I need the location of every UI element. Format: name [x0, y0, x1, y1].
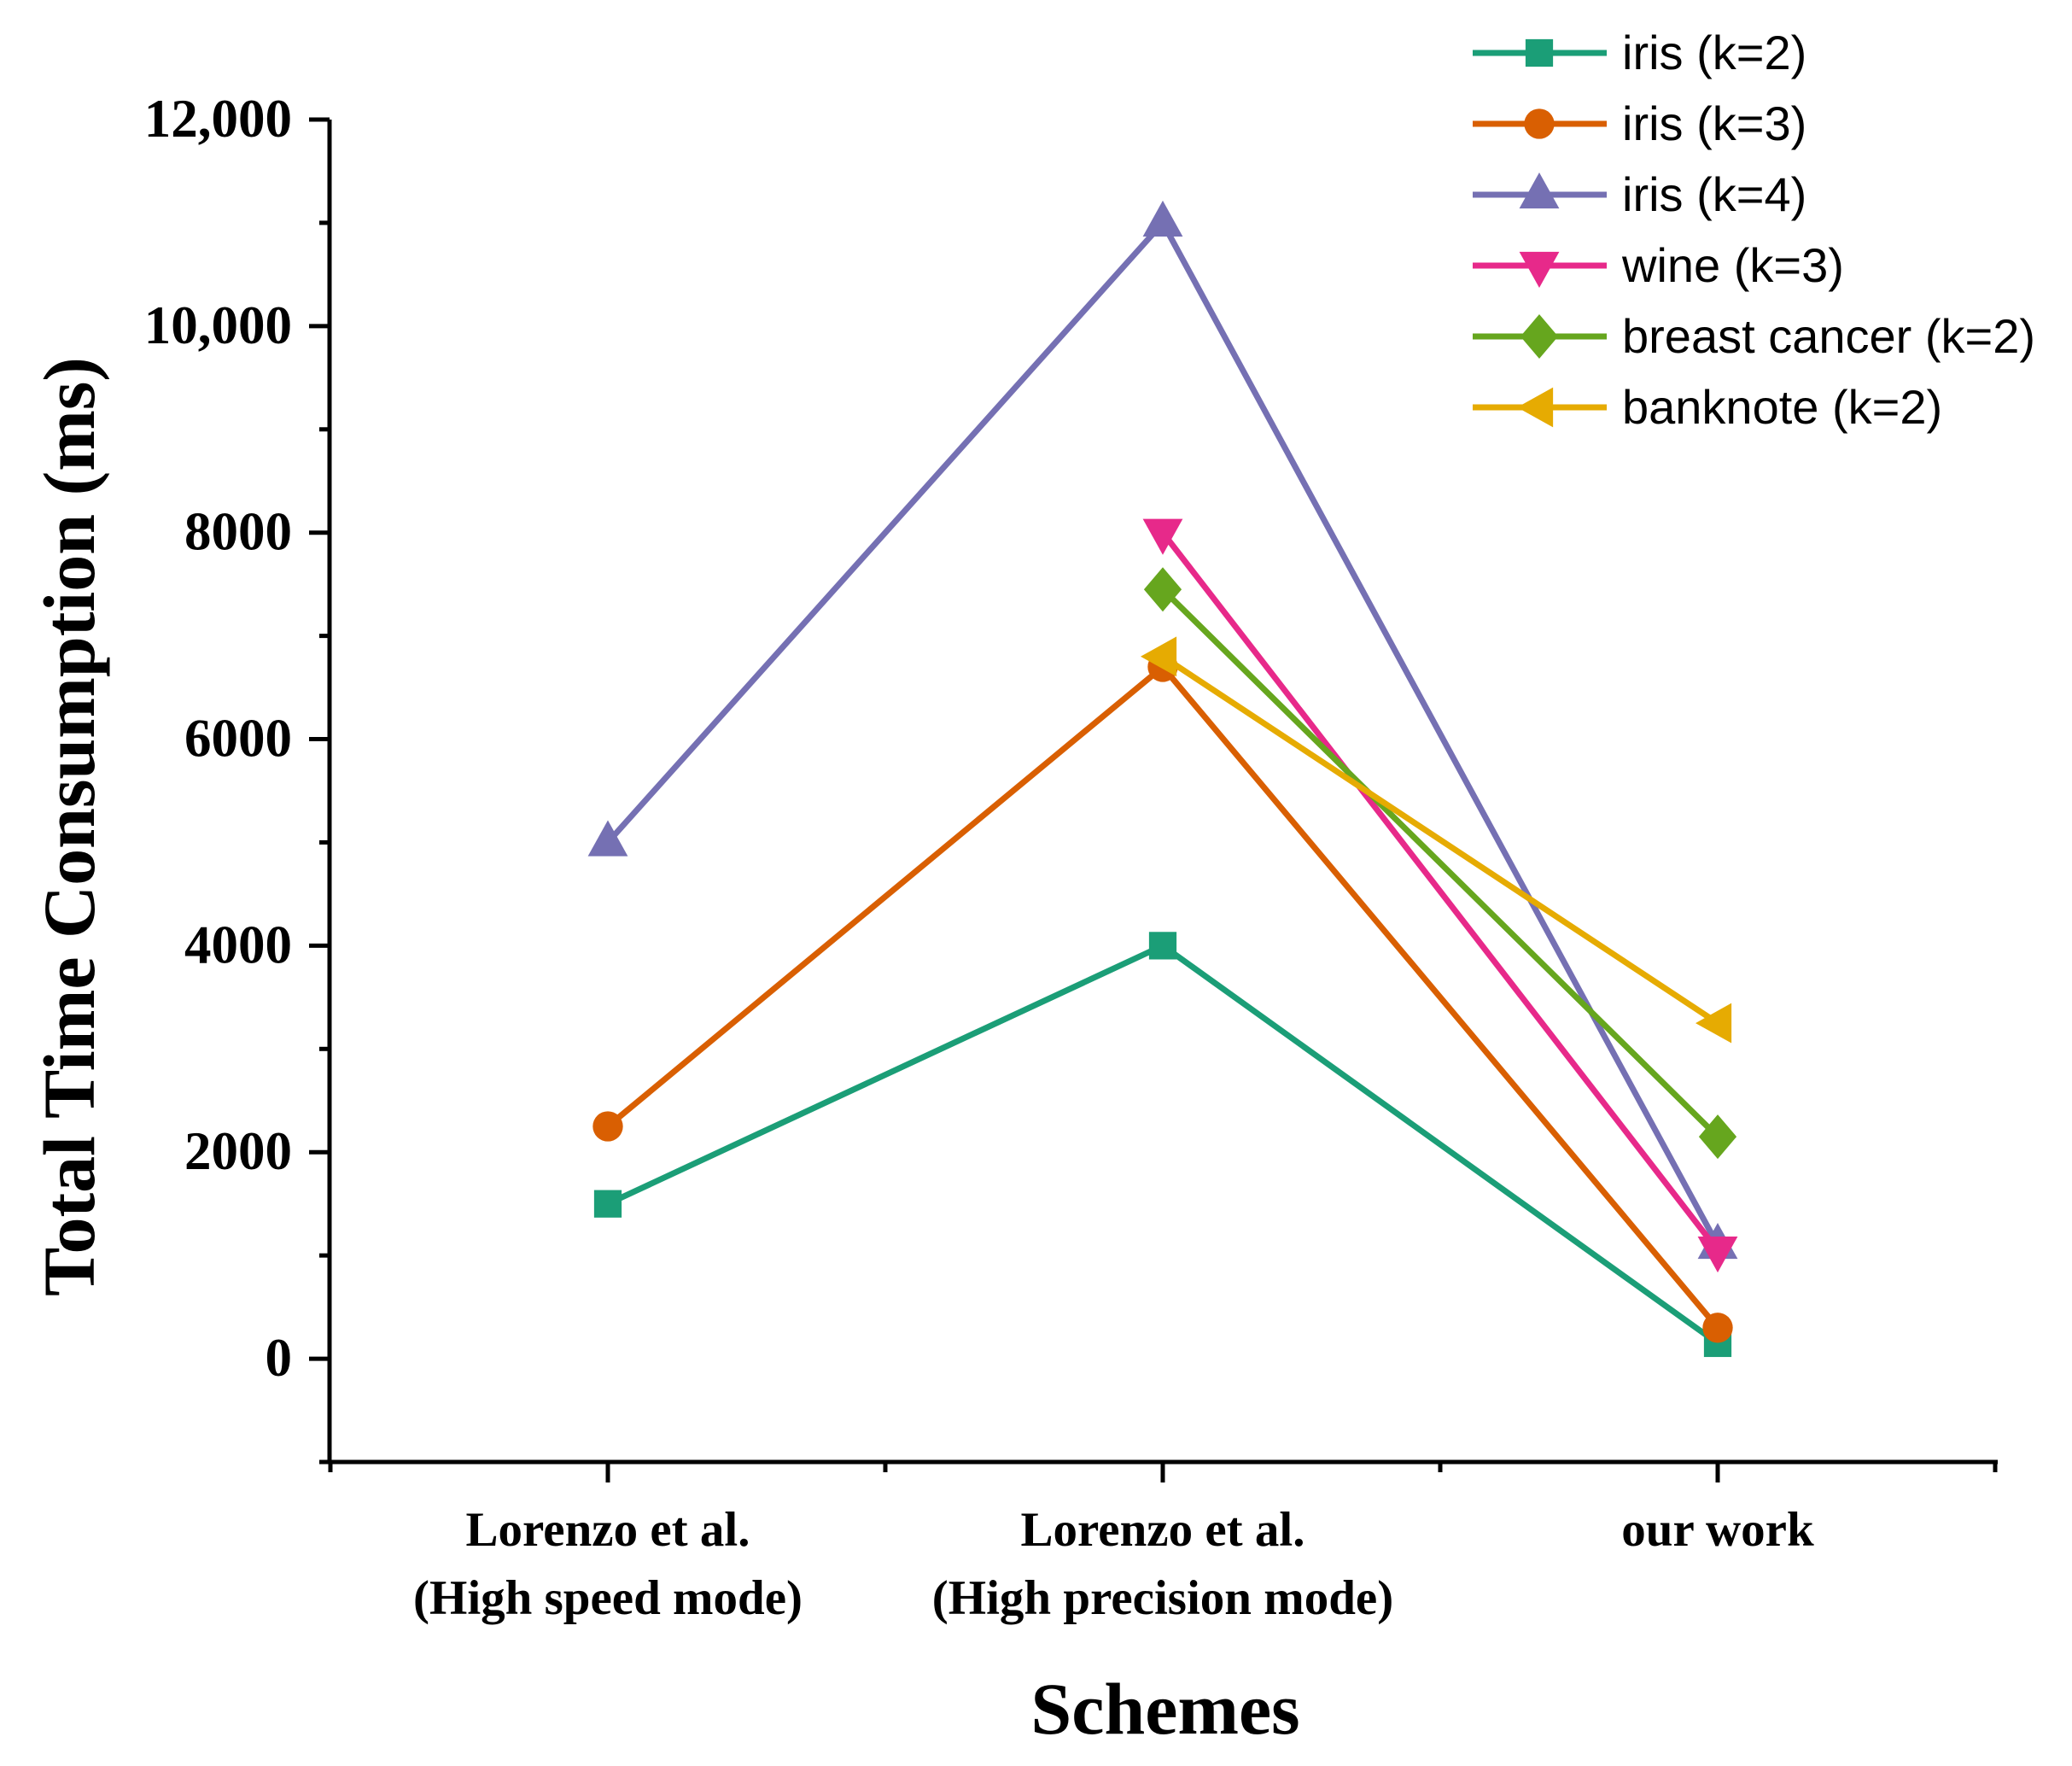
series-line [1160, 587, 1720, 1139]
series-line [1161, 653, 1719, 1026]
data-point [1143, 567, 1182, 612]
legend-marker [1517, 387, 1554, 428]
legend: iris (k=2) iris (k=3) iris (k=4) wine (k=3)… [1473, 26, 2035, 434]
y-tick-label: 0 [266, 1328, 293, 1388]
series-wine-k-3- [1142, 518, 1738, 1273]
legend-label: iris (k=3) [1622, 96, 1806, 150]
data-point [1148, 932, 1177, 960]
y-tick-label: 6000 [184, 709, 292, 769]
series-banknote-k-2- [1141, 636, 1732, 1044]
data-point [1141, 636, 1177, 677]
y-tick-label: 10,000 [144, 295, 292, 355]
data-point [1697, 1236, 1738, 1273]
series-layer [587, 200, 1738, 1358]
data-point [592, 1111, 623, 1142]
legend-label: breast cancer (k=2) [1622, 309, 2035, 363]
y-axis-title: Total Time Consumption (ms) [28, 357, 110, 1296]
series-line [605, 664, 1720, 1330]
data-point [1702, 1313, 1733, 1343]
series-breast-cancer-k-2- [1143, 567, 1737, 1160]
data-point [1698, 1114, 1737, 1160]
axes: 0 2000 4000 6000 8000 10,000 12,000 Lorenzo et … [144, 89, 1998, 1625]
legend-label: iris (k=2) [1622, 26, 1806, 79]
y-tick-label: 12,000 [144, 89, 292, 149]
x-tick-label: our work [1621, 1503, 1814, 1557]
legend-item: iris (k=4) [1473, 167, 1806, 221]
data-point [587, 820, 628, 857]
legend-label: iris (k=4) [1622, 167, 1806, 221]
data-point [1142, 200, 1183, 237]
legend-marker [1525, 38, 1554, 67]
legend-item: banknote (k=2) [1473, 380, 1942, 434]
data-point [1142, 518, 1183, 555]
legend-marker [1520, 314, 1559, 359]
legend-item: breast cancer (k=2) [1473, 309, 2035, 363]
series-line [1160, 530, 1720, 1253]
legend-item: iris (k=3) [1473, 96, 1806, 150]
series-iris-k-3- [592, 652, 1733, 1343]
y-tick-label: 2000 [184, 1121, 292, 1181]
series-line [606, 942, 1720, 1346]
legend-label: banknote (k=2) [1622, 380, 1942, 434]
x-tick-label: Lorenzo et al. (High precision mode) [932, 1503, 1393, 1625]
data-point [1696, 1003, 1732, 1044]
y-tick-label: 4000 [184, 915, 292, 974]
legend-marker [1519, 251, 1560, 288]
y-tick-label: 8000 [184, 502, 292, 562]
legend-label: wine (k=3) [1621, 238, 1844, 292]
legend-marker [1519, 173, 1560, 209]
legend-item: iris (k=2) [1473, 26, 1806, 79]
series-line [605, 219, 1721, 1247]
legend-item: wine (k=3) [1473, 238, 1844, 292]
data-point [593, 1190, 622, 1218]
x-tick-label: Lorenzo et al. (High speed mode) [413, 1503, 803, 1625]
x-axis-title: Schemes [1030, 1668, 1299, 1750]
series-iris-k-4- [587, 200, 1738, 1260]
legend-marker [1524, 108, 1555, 139]
